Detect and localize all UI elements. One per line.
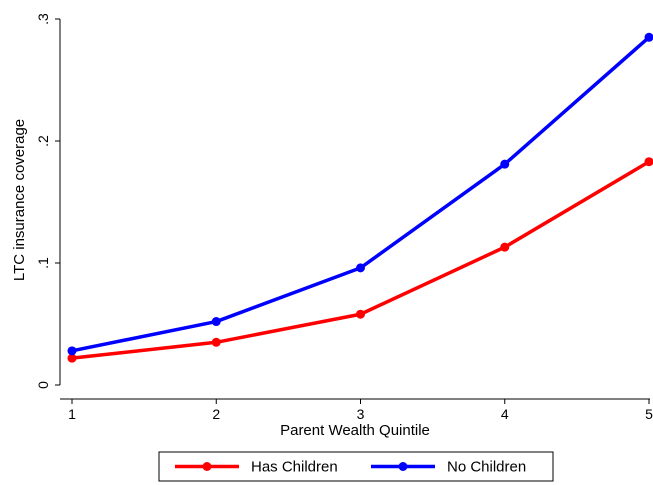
data-point xyxy=(644,32,653,42)
x-tick-label: 5 xyxy=(645,406,653,422)
data-point xyxy=(211,317,221,327)
series-line xyxy=(71,35,651,353)
x-tick-label: 1 xyxy=(68,406,76,422)
data-point xyxy=(500,242,510,252)
data-point xyxy=(500,159,510,169)
data-point xyxy=(67,353,77,363)
y-tick-label: .2 xyxy=(35,135,51,147)
data-point xyxy=(644,157,653,167)
series-layer xyxy=(67,32,653,363)
legend-swatch-marker xyxy=(398,462,408,471)
series-no-children xyxy=(67,32,653,356)
legend: Has Children No Children xyxy=(158,451,554,482)
axes xyxy=(59,19,650,400)
legend-swatch-marker xyxy=(202,462,212,471)
x-axis-title: Parent Wealth Quintile xyxy=(280,422,430,439)
x-tick-label: 2 xyxy=(212,406,220,422)
data-point xyxy=(356,309,365,319)
series-has-children xyxy=(67,157,653,363)
x-tick-label: 3 xyxy=(357,406,365,422)
y-axis-title: LTC insurance coverage xyxy=(11,119,28,281)
y-ticks: 0 .1 .2 .3 xyxy=(35,13,60,389)
data-point xyxy=(67,346,77,356)
legend-label: Has Children xyxy=(251,459,338,476)
data-point xyxy=(356,263,365,273)
series-line xyxy=(71,160,650,360)
y-tick-label: .1 xyxy=(35,257,51,269)
x-ticks: 1 2 3 4 5 xyxy=(68,399,653,422)
data-point xyxy=(211,337,221,347)
legend-label: No Children xyxy=(447,459,526,476)
y-tick-label: 0 xyxy=(35,381,51,389)
x-tick-label: 4 xyxy=(501,406,509,422)
y-tick-label: .3 xyxy=(35,13,51,25)
